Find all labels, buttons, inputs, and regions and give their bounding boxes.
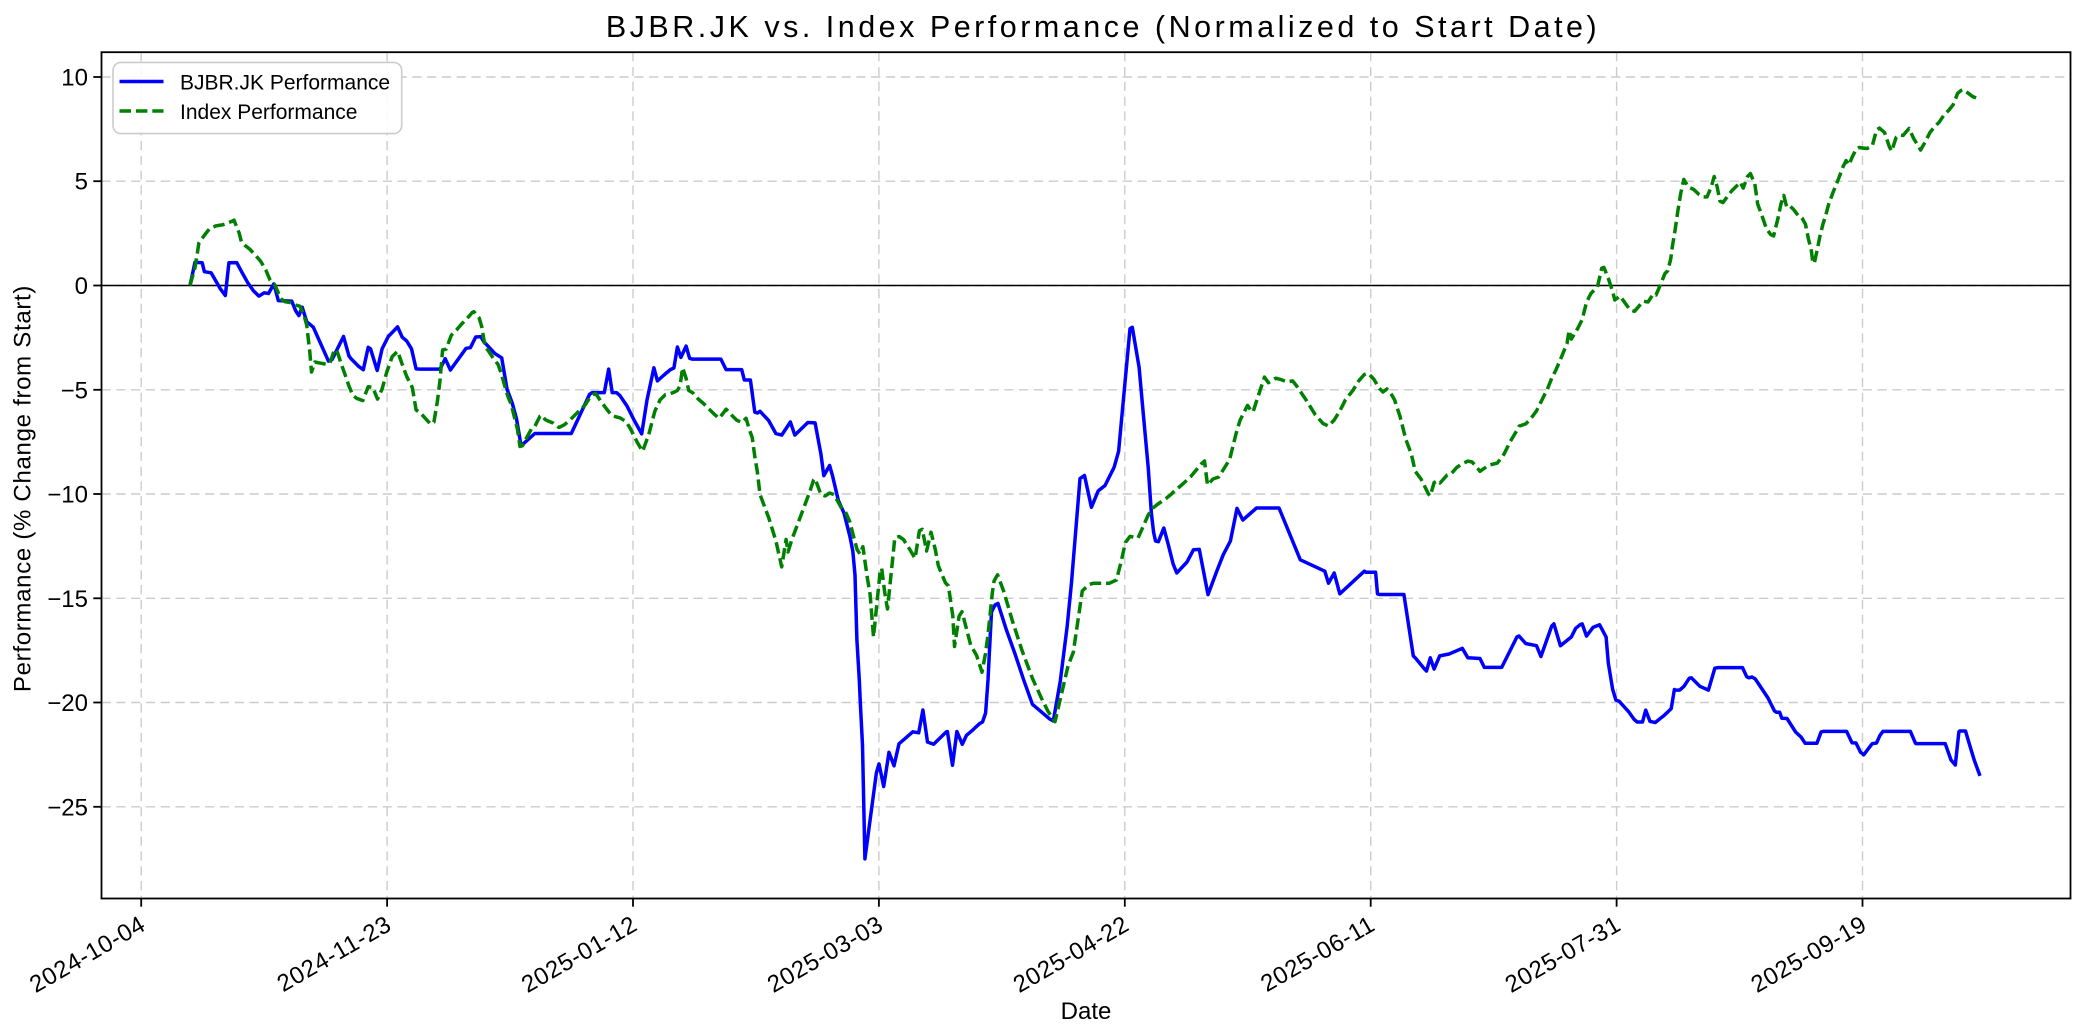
svg-text:−10: −10: [47, 482, 88, 509]
svg-text:5: 5: [75, 169, 88, 196]
svg-text:Index Performance: Index Performance: [180, 101, 357, 124]
svg-text:Performance (% Change from Sta: Performance (% Change from Start): [10, 285, 37, 692]
svg-text:−15: −15: [47, 586, 88, 613]
svg-text:Date: Date: [1061, 998, 1112, 1025]
svg-text:BJBR.JK Performance: BJBR.JK Performance: [180, 71, 390, 94]
svg-text:−25: −25: [47, 794, 88, 821]
svg-text:−5: −5: [61, 377, 88, 404]
svg-text:10: 10: [61, 65, 88, 92]
svg-text:−20: −20: [47, 690, 88, 717]
svg-text:0: 0: [75, 273, 88, 300]
svg-text:BJBR.JK vs. Index Performance: BJBR.JK vs. Index Performance (Normalize…: [606, 10, 1600, 44]
